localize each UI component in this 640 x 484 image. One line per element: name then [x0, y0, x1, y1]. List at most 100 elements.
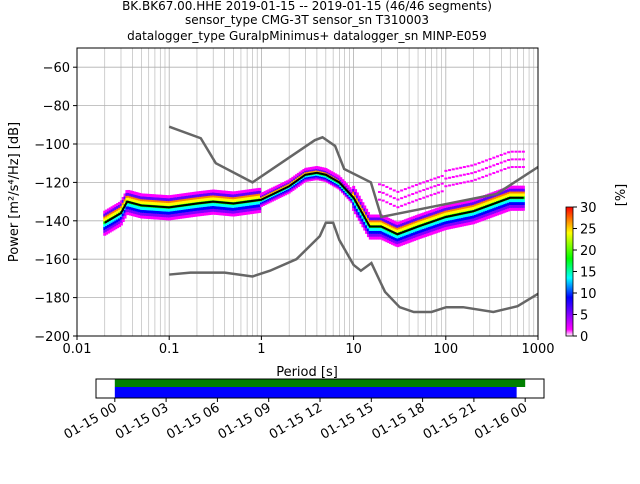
density-cell — [359, 198, 363, 202]
density-cell — [475, 197, 479, 201]
density-cell — [143, 201, 147, 205]
density-cell — [481, 212, 485, 216]
density-cell — [435, 221, 439, 225]
density-cell — [346, 185, 350, 189]
density-cell — [169, 214, 173, 218]
density-cell — [169, 199, 173, 203]
x-tick-label: 0.1 — [159, 342, 180, 357]
density-cell — [387, 225, 391, 229]
density-cell — [119, 205, 123, 209]
density-cell — [143, 209, 147, 213]
density-cell — [374, 222, 378, 226]
density-cell — [486, 201, 490, 205]
density-cell — [473, 211, 477, 215]
density-cell — [306, 167, 310, 171]
density-cell — [129, 198, 133, 202]
density-cell — [164, 195, 168, 199]
density-cell — [472, 203, 476, 207]
density-cell — [105, 217, 109, 221]
density-cell — [472, 215, 476, 219]
density-cell — [499, 196, 503, 200]
density-cell — [199, 193, 203, 197]
density-cell — [494, 193, 498, 197]
density-cell — [372, 227, 376, 231]
density-cell — [366, 225, 370, 229]
density-cell — [446, 207, 450, 211]
density-cell — [333, 173, 337, 177]
x-axis-label: Period [s] — [276, 365, 338, 380]
colorbar-tick-label: 15 — [580, 266, 597, 281]
density-cell — [228, 194, 232, 198]
density-cell — [464, 222, 468, 226]
density-cell — [200, 210, 204, 214]
density-cell — [241, 212, 245, 216]
density-cell — [475, 219, 479, 223]
density-cell — [129, 190, 133, 194]
density-cell-outlier — [492, 156, 496, 159]
density-cell — [455, 207, 459, 211]
density-cell — [175, 199, 179, 203]
density-cell — [357, 203, 361, 207]
density-cell — [145, 198, 149, 202]
density-cell — [361, 218, 365, 222]
y-tick-label: −100 — [34, 138, 70, 153]
density-cell-outlier — [496, 170, 500, 173]
density-map — [103, 150, 525, 248]
density-cell — [134, 196, 138, 200]
density-cell — [518, 188, 522, 192]
density-cell — [492, 213, 496, 217]
density-cell — [119, 216, 123, 220]
density-cell — [158, 197, 162, 201]
density-cell — [431, 225, 435, 229]
density-cell — [403, 235, 407, 239]
density-cell — [317, 166, 321, 170]
density-cell — [252, 202, 256, 206]
density-cell — [132, 204, 136, 208]
time-tick-label: 01-15 15 — [318, 400, 376, 442]
density-cell — [521, 202, 525, 206]
density-cell — [370, 236, 374, 240]
density-cell — [414, 222, 418, 226]
density-cell — [510, 188, 514, 192]
density-cell — [197, 210, 201, 214]
density-cell — [398, 240, 402, 244]
density-cell — [158, 213, 162, 217]
density-cell-outlier — [451, 168, 455, 171]
density-cell — [141, 201, 145, 205]
density-cell — [191, 194, 195, 198]
density-cell — [130, 210, 134, 214]
density-cell — [230, 213, 234, 217]
density-cell — [398, 224, 402, 228]
density-cell — [180, 215, 184, 219]
density-cell — [383, 235, 387, 239]
density-cell — [151, 198, 155, 202]
density-cell — [379, 233, 383, 237]
density-cell — [130, 213, 134, 217]
density-cell — [497, 192, 501, 196]
density-cell — [138, 197, 142, 201]
density-cell — [145, 196, 149, 200]
density-cell — [411, 219, 415, 223]
density-cell — [223, 198, 227, 202]
density-cell — [475, 202, 479, 206]
density-cell — [519, 207, 523, 211]
density-cell — [186, 209, 190, 213]
density-cell — [483, 211, 487, 215]
title: BK.BK67.00.HHE 2019-01-15 -- 2019-01-15 … — [122, 0, 492, 43]
density-cell — [256, 190, 260, 194]
density-cell — [387, 240, 391, 244]
density-cell — [149, 194, 153, 198]
density-cell — [134, 199, 138, 203]
density-cell-outlier — [466, 165, 470, 168]
density-cell — [444, 226, 448, 230]
density-cell — [204, 209, 208, 213]
density-cell — [200, 193, 204, 197]
density-cell — [401, 236, 405, 240]
density-cell — [365, 211, 369, 215]
density-cell — [429, 212, 433, 216]
density-cell — [396, 238, 400, 242]
density-cell — [271, 187, 275, 191]
density-cell — [365, 216, 369, 220]
density-cell — [518, 190, 522, 194]
density-cell — [219, 197, 223, 201]
